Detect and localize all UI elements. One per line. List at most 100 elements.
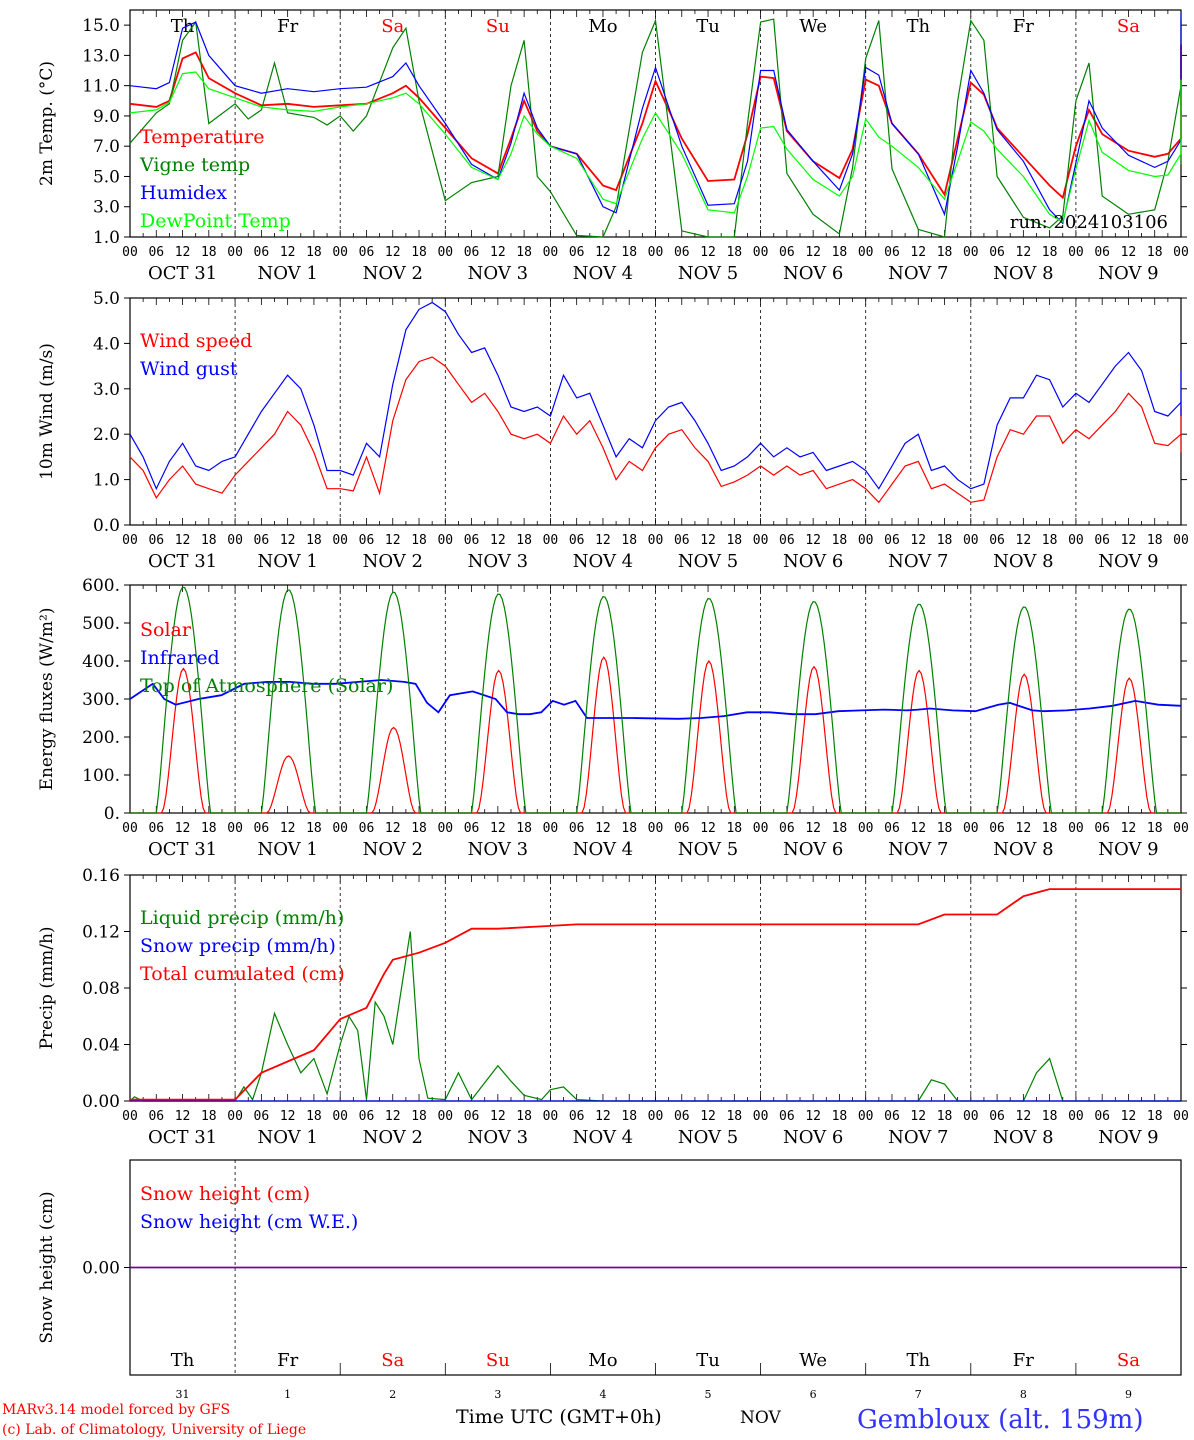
y-tick-label: 0.0 (93, 516, 120, 536)
x-date-label: OCT 31 (148, 263, 217, 284)
x-hour-label: 06 (569, 821, 585, 836)
legend-entry: Temperature (140, 126, 264, 148)
day-name-label: Sa (1117, 1350, 1140, 1371)
y-tick-label: 100. (82, 766, 120, 786)
day-name-label: Sa (381, 1350, 404, 1371)
series-line-liquid-precip-mm-h- (129, 931, 1181, 1102)
x-hour-label: 00 (227, 821, 243, 836)
x-hour-label: 18 (516, 245, 532, 260)
x-hour-label: 06 (254, 1109, 270, 1124)
y-axis-label: Snow height (cm) (37, 1191, 57, 1343)
x-hour-label: 12 (280, 245, 296, 260)
x-hour-label: 00 (122, 533, 138, 548)
day-number-label: 9 (1125, 1388, 1132, 1401)
run-label: run: 2024103106 (1010, 212, 1168, 233)
day-number-label: 3 (494, 1388, 501, 1401)
x-date-label: NOV 2 (363, 263, 423, 284)
y-tick-label: 5.0 (93, 167, 120, 187)
x-hour-label: 12 (595, 533, 611, 548)
x-hour-label: 12 (1016, 821, 1032, 836)
x-hour-label: 12 (1121, 1109, 1137, 1124)
day-name-label: Th (906, 16, 930, 37)
x-hour-label: 00 (753, 821, 769, 836)
x-hour-label: 12 (175, 245, 191, 260)
y-tick-label: 0.08 (82, 979, 120, 999)
x-hour-label: 12 (595, 245, 611, 260)
x-hour-label: 12 (490, 533, 506, 548)
x-hour-label: 00 (648, 1109, 664, 1124)
x-hour-label: 00 (753, 245, 769, 260)
x-hour-label: 12 (910, 821, 926, 836)
y-tick-label: 2.0 (93, 425, 120, 445)
x-date-label: OCT 31 (148, 839, 217, 860)
x-hour-label: 06 (674, 1109, 690, 1124)
y-axis-label: Energy fluxes (W/m²) (37, 608, 57, 791)
x-hour-label: 06 (254, 533, 270, 548)
x-hour-label: 00 (437, 1109, 453, 1124)
day-name-label: Th (171, 1350, 195, 1371)
x-date-label: NOV 5 (678, 1127, 738, 1148)
x-hour-label: 00 (227, 1109, 243, 1124)
day-name-label: Mo (588, 1350, 617, 1371)
x-hour-label: 00 (858, 821, 874, 836)
model-credit: MARv3.14 model forced by GFS (2, 1402, 230, 1418)
x-hour-label: 00 (122, 1109, 138, 1124)
x-hour-label: 18 (726, 245, 742, 260)
x-hour-label: 00 (122, 821, 138, 836)
x-hour-label: 06 (779, 245, 795, 260)
legend-entry: Total cumulated (cm) (140, 963, 345, 985)
x-hour-label: 12 (910, 533, 926, 548)
x-hour-label: 00 (1068, 821, 1084, 836)
x-hour-label: 00 (227, 245, 243, 260)
x-hour-label: 06 (674, 533, 690, 548)
x-hour-label: 12 (700, 1109, 716, 1124)
y-tick-label: 1.0 (93, 471, 120, 491)
series-line-top-of-atmosphere-solar- (130, 586, 1181, 814)
x-hour-label: 18 (832, 821, 848, 836)
x-hour-label: 18 (516, 821, 532, 836)
y-tick-label: 400. (82, 652, 120, 672)
x-hour-label: 18 (201, 821, 217, 836)
x-date-label: NOV 3 (468, 551, 528, 572)
y-tick-label: 500. (82, 614, 120, 634)
y-tick-label: 0.16 (82, 866, 120, 886)
x-hour-label: 18 (1042, 533, 1058, 548)
day-name-label: Sa (381, 16, 404, 37)
x-hour-label: 18 (201, 533, 217, 548)
x-hour-label: 18 (411, 821, 427, 836)
x-hour-label: 00 (753, 1109, 769, 1124)
x-hour-label: 12 (595, 1109, 611, 1124)
x-hour-label: 06 (674, 821, 690, 836)
x-date-label: NOV 7 (888, 839, 948, 860)
x-hour-label: 18 (1147, 533, 1163, 548)
x-hour-label: 18 (832, 533, 848, 548)
x-date-label: NOV 5 (678, 839, 738, 860)
x-hour-label: 12 (490, 245, 506, 260)
day-name-label: Fr (1013, 16, 1034, 37)
x-date-label: NOV 9 (1098, 263, 1158, 284)
x-hour-label: 18 (411, 533, 427, 548)
station-label: Gembloux (alt. 159m) (857, 1405, 1143, 1435)
day-number-label: 8 (1020, 1388, 1027, 1401)
x-hour-label: 06 (464, 533, 480, 548)
day-name-label: Th (906, 1350, 930, 1371)
x-hour-label: 06 (779, 821, 795, 836)
x-date-label: NOV 8 (993, 551, 1053, 572)
x-date-label: NOV 5 (678, 551, 738, 572)
x-hour-label: 18 (1147, 245, 1163, 260)
y-tick-label: 1.0 (93, 228, 120, 248)
day-number-label: 7 (915, 1388, 922, 1401)
x-hour-label: 06 (359, 821, 375, 836)
x-date-label: NOV 3 (468, 1127, 528, 1148)
day-name-label: Fr (277, 1350, 298, 1371)
panel-3: 0. 100. 200. 300. 400. 500. 600. Energy fluxes … (37, 576, 1189, 860)
y-tick-label: 13.0 (82, 46, 120, 66)
x-hour-label: 18 (621, 1109, 637, 1124)
x-hour-label: 18 (306, 245, 322, 260)
x-hour-label: 12 (700, 533, 716, 548)
x-hour-label: 18 (306, 1109, 322, 1124)
x-hour-label: 06 (779, 533, 795, 548)
x-hour-label: 12 (1016, 1109, 1032, 1124)
x-hour-label: 12 (490, 1109, 506, 1124)
x-hour-label: 00 (1068, 533, 1084, 548)
